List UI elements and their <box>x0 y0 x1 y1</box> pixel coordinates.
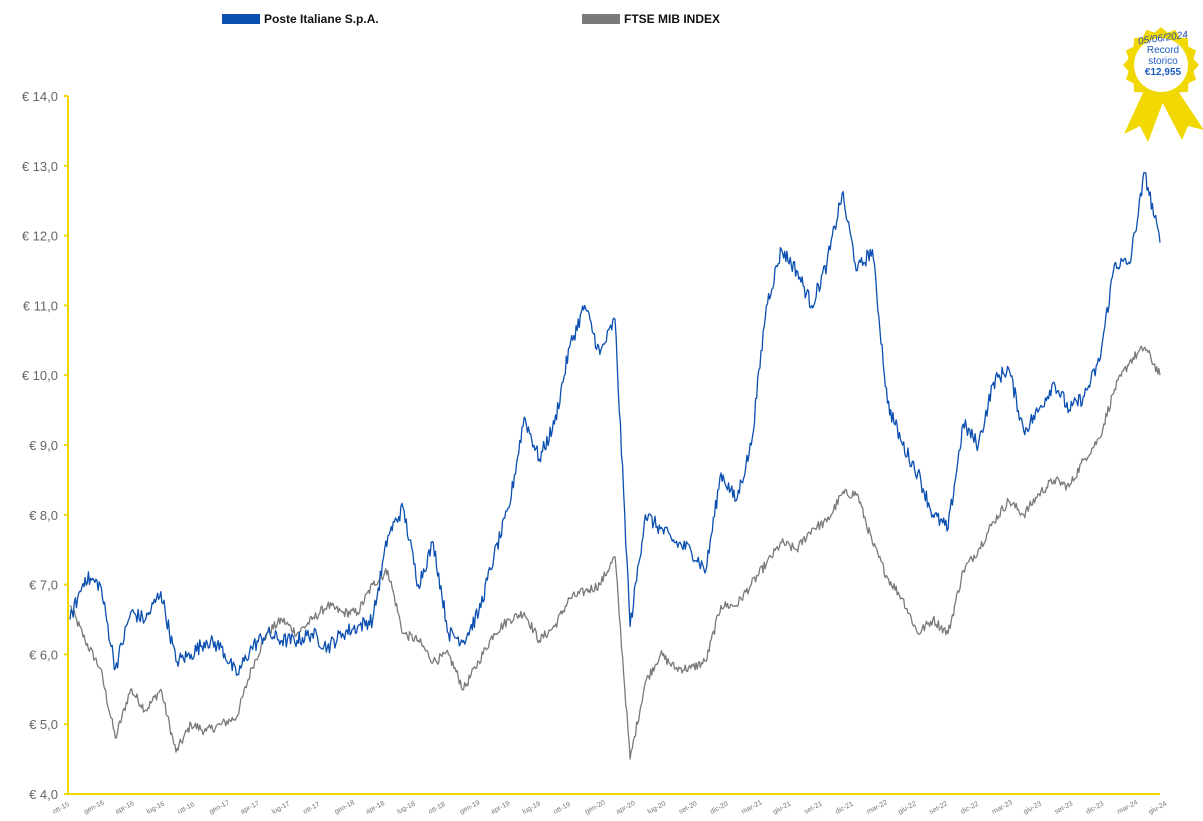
x-tick-label: dic-20 <box>709 801 729 816</box>
y-tick-label: € 8,0 <box>29 508 58 523</box>
legend-label-ftse: FTSE MIB INDEX <box>624 12 721 26</box>
x-tick-label: apr-19 <box>490 800 511 816</box>
y-axis-layer: € 4,0 € 5,0 € 6,0 € 7,0 € 8,0 € 9,0 € 10,0 € 11… <box>22 89 1160 802</box>
x-tick-label: dic-23 <box>1085 801 1105 816</box>
x-tick-label: mar-22 <box>866 799 889 816</box>
badge-line-record: Record <box>1146 45 1180 56</box>
legend-label-poste: Poste Italiane S.p.A. <box>264 12 379 26</box>
y-tick-label: € 9,0 <box>29 438 58 453</box>
x-tick-label: giu-24 <box>1148 800 1169 815</box>
x-tick-label: apr-17 <box>240 800 261 816</box>
x-tick-label: dic-22 <box>960 801 980 816</box>
x-tick-label: ott-15 <box>52 801 71 816</box>
x-tick-label: gen-16 <box>83 799 106 815</box>
x-tick-label: mar-23 <box>991 799 1014 816</box>
x-tick-label: lug-16 <box>146 800 167 815</box>
y-tick-label: € 4,0 <box>29 787 58 802</box>
x-tick-label: ott-17 <box>302 801 321 816</box>
badge-line-value: €12,955 <box>1144 67 1182 78</box>
rosette-inner <box>1134 38 1188 92</box>
x-tick-label: giu-23 <box>1022 800 1043 815</box>
x-tick-label: ott-18 <box>427 801 446 816</box>
x-tick-label: giu-21 <box>772 800 793 815</box>
x-tick-label: set-21 <box>803 800 824 815</box>
x-tick-label: lug-20 <box>647 800 668 815</box>
x-tick-label: mar-21 <box>741 799 764 816</box>
x-tick-label: ott-19 <box>553 801 572 816</box>
rosette-ribbon-icon <box>1123 27 1203 142</box>
x-tick-label: ott-16 <box>177 801 196 816</box>
series-line-poste <box>69 172 1161 676</box>
x-tick-label: gen-17 <box>208 799 231 815</box>
x-tick-label: lug-19 <box>521 800 542 815</box>
y-tick-label: € 13,0 <box>22 159 58 174</box>
x-tick-label: set-20 <box>678 800 699 815</box>
x-tick-label: gen-20 <box>584 799 607 815</box>
legend-item-ftse: FTSE MIB INDEX <box>582 12 720 26</box>
y-tick-label: € 7,0 <box>29 578 58 593</box>
x-tick-label: gen-19 <box>459 799 482 815</box>
x-tick-label: apr-16 <box>114 800 135 816</box>
y-tick-label: € 12,0 <box>22 229 58 244</box>
x-tick-label: lug-18 <box>396 800 417 815</box>
y-tick-label: € 11,0 <box>23 298 58 313</box>
x-tick-label: lug-17 <box>271 800 292 815</box>
legend-swatch-poste <box>222 14 260 24</box>
x-tick-label: apr-18 <box>365 800 386 816</box>
x-tick-label: apr-20 <box>615 800 636 816</box>
x-tick-label: dic-21 <box>835 801 855 816</box>
legend-item-poste: Poste Italiane S.p.A. <box>222 12 379 26</box>
x-tick-label: giu-22 <box>897 800 918 815</box>
x-axis-layer: ott-15 gen-16 apr-16 lug-16 ott-16 gen-17 apr-… <box>52 799 1169 816</box>
y-tick-label: € 14,0 <box>22 89 58 104</box>
legend-swatch-ftse <box>582 14 620 24</box>
y-tick-label: € 10,0 <box>22 368 58 383</box>
x-tick-label: mar-24 <box>1116 799 1139 816</box>
series-line-ftse <box>69 345 1161 760</box>
x-tick-label: set-22 <box>928 800 949 815</box>
x-tick-label: set-23 <box>1054 800 1075 815</box>
series-layer <box>69 172 1161 760</box>
x-tick-label: gen-18 <box>333 799 356 815</box>
badge-line-storico: storico <box>1148 56 1178 67</box>
y-tick-label: € 6,0 <box>29 647 58 662</box>
y-tick-label: € 5,0 <box>29 717 58 732</box>
